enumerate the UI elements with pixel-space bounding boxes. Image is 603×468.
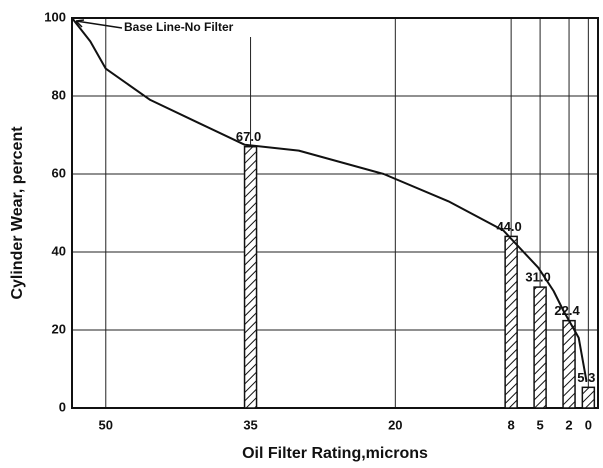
y-tick-label: 20 (52, 321, 66, 336)
wear-curve (71, 17, 588, 381)
annotation-bg (120, 19, 280, 37)
value-label: 31.0 (525, 270, 550, 285)
bar (562, 319, 576, 409)
y-axis-title: Cylinder Wear, percent (9, 126, 26, 300)
value-label: 44.0 (496, 219, 521, 234)
annotation-arrow (75, 19, 123, 29)
bar (581, 386, 596, 409)
x-tick-label: 2 (565, 417, 572, 432)
bar (243, 145, 258, 409)
y-tick-label: 0 (59, 399, 66, 414)
bar (504, 235, 518, 409)
x-tick-label: 8 (508, 417, 515, 432)
x-tick-label: 5 (536, 417, 543, 432)
x-tick-label: 50 (99, 417, 113, 432)
x-axis-title: Oil Filter Rating,microns (242, 445, 428, 462)
x-tick-label: 35 (243, 417, 257, 432)
plot-frame (71, 17, 599, 409)
x-tick-label: 0 (585, 417, 592, 432)
bar (533, 286, 547, 409)
value-label: 67.0 (236, 129, 261, 144)
y-tick-label: 40 (52, 243, 66, 258)
x-tick-label: 20 (388, 417, 402, 432)
y-tick-label: 80 (52, 87, 66, 102)
annotation: Base Line-No Filter (124, 20, 234, 34)
y-tick-label: 100 (44, 9, 66, 24)
y-tick-label: 60 (52, 165, 66, 180)
